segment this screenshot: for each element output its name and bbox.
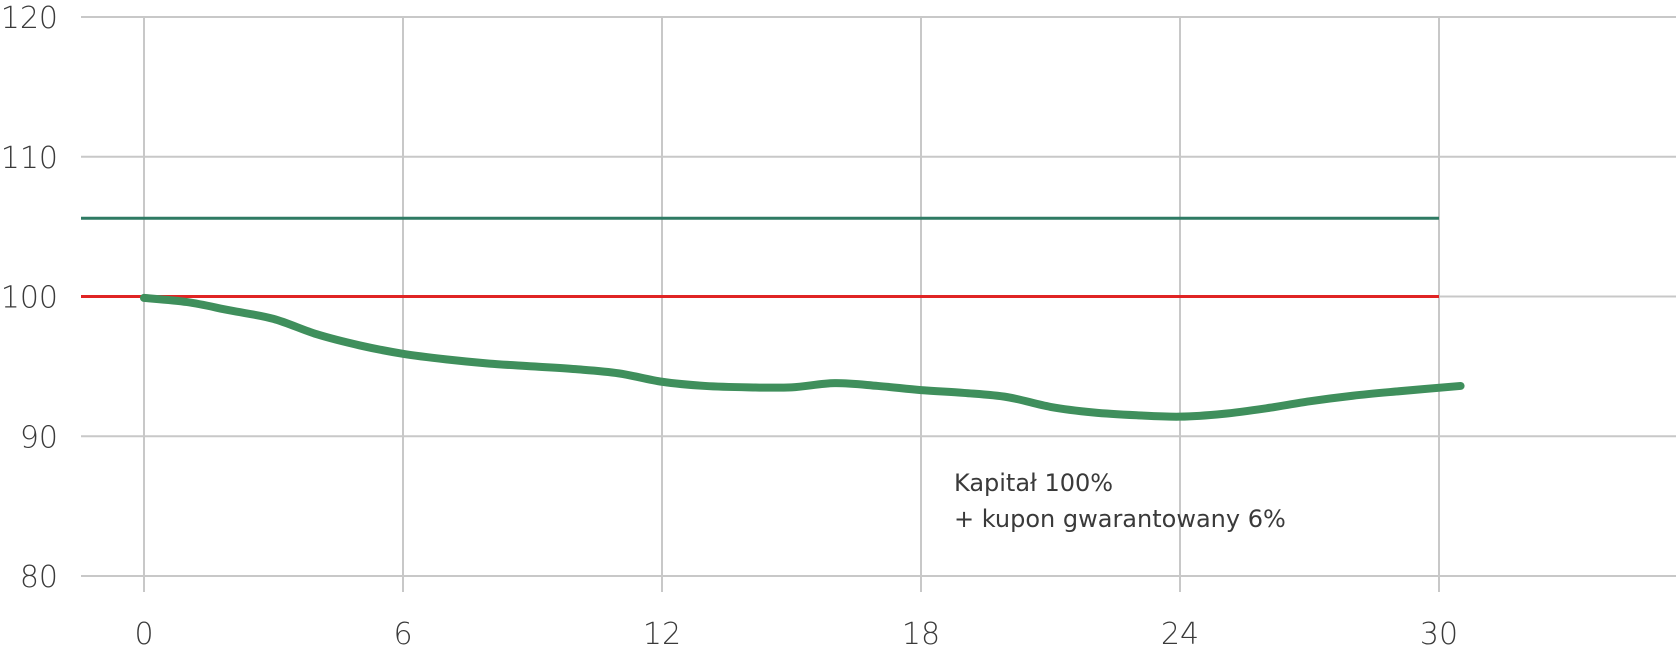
y-tick-label: 90 [20,420,58,455]
y-tick-label: 80 [20,560,58,595]
x-tick-label: 24 [1161,617,1199,652]
annotation-line-2: + kupon gwarantowany 6% [954,505,1286,533]
y-axis-ticks: 80 90 100 110 120 [1,1,58,595]
annotation-line-1: Kapitał 100% [954,469,1113,497]
series-line [140,293,1465,421]
x-tick-label: 0 [134,617,153,652]
y-tick-label: 120 [1,1,58,36]
reference-lines [81,216,1439,298]
x-tick-label: 6 [393,617,412,652]
grid [81,16,1676,592]
x-tick-label: 18 [902,617,940,652]
x-axis-ticks: 0 6 12 18 24 30 [134,617,1458,652]
series-group [140,293,1465,421]
y-tick-label: 100 [1,281,58,316]
x-tick-label: 30 [1420,617,1458,652]
x-tick-label: 12 [643,617,681,652]
y-tick-label: 110 [1,141,58,176]
